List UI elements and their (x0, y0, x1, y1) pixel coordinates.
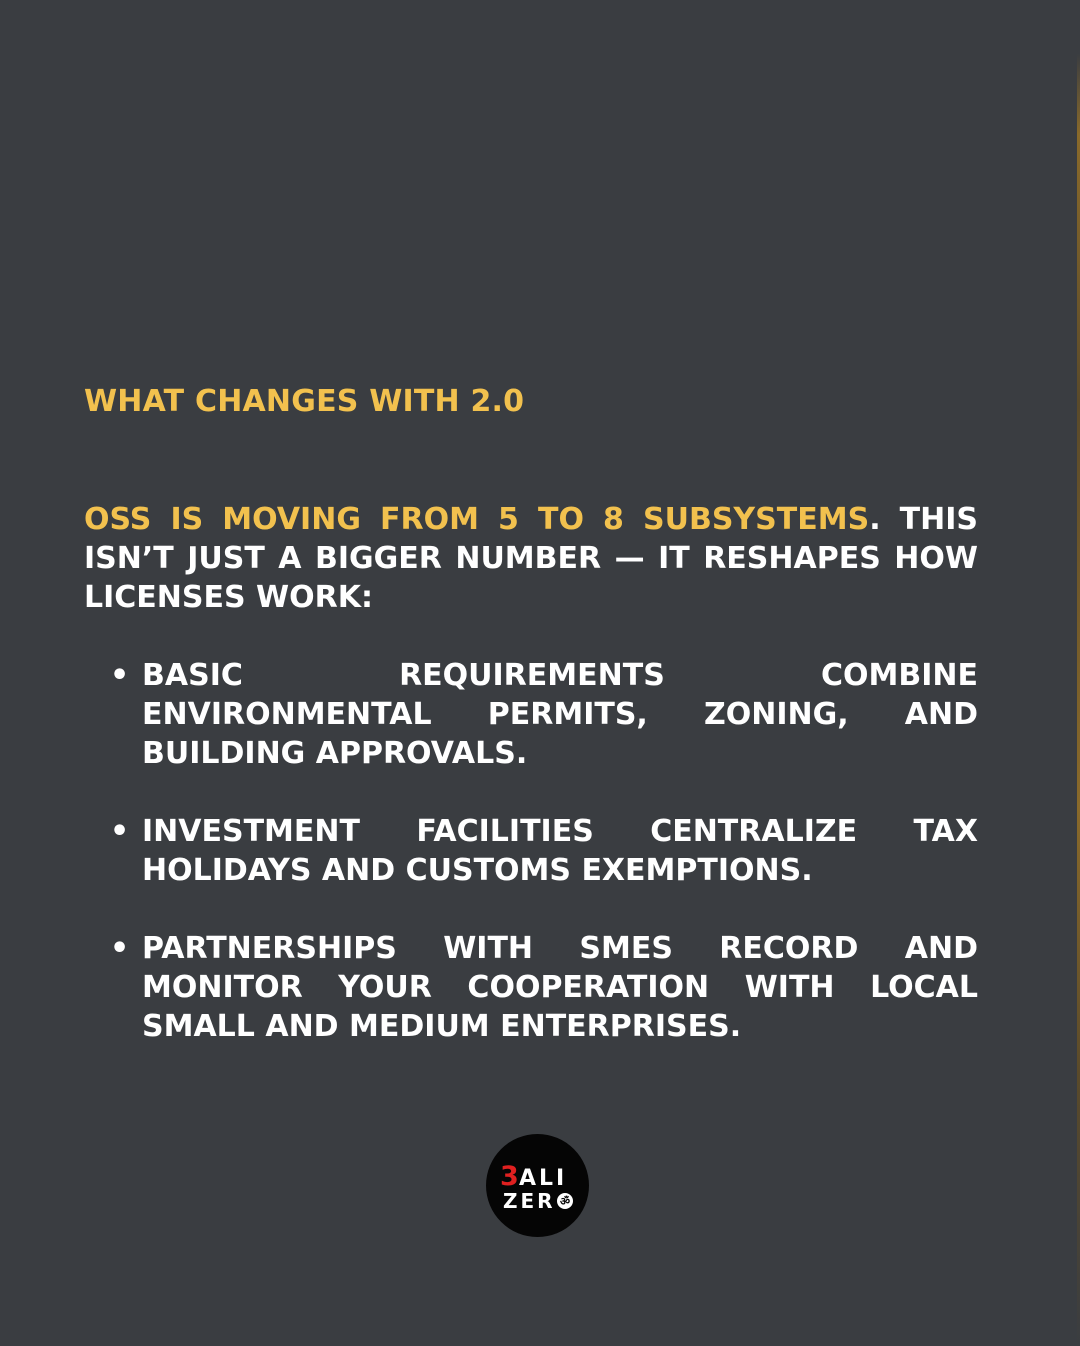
logo-word-bottom: ZER (503, 1189, 556, 1213)
list-item: • BASIC REQUIREMENTS COMBINE ENVIRONMENT… (84, 656, 978, 773)
section-heading: WHAT CHANGES WITH 2.0 (84, 384, 525, 419)
list-item: • INVESTMENT FACILITIES CENTRALIZE TAX H… (84, 812, 978, 890)
logo-word-top: ALI (519, 1166, 567, 1191)
intro-rest: . THIS ISN’T JUST A BIGGER NUMBER — IT R… (84, 502, 978, 615)
logo-accent-letter: 3 (500, 1161, 519, 1192)
bullet-marker: • (110, 658, 130, 693)
bullet-text: PARTNERSHIPS WITH SMES RECORD AND MONITO… (142, 931, 978, 1044)
bali-zero-logo: 3 ALI ZER ॐ (486, 1134, 589, 1237)
logo-mark-icon: 3 ALI ZER ॐ (500, 1161, 573, 1213)
intro-paragraph: OSS IS MOVING FROM 5 TO 8 SUBSYSTEMS. TH… (84, 500, 978, 617)
bullet-list: • BASIC REQUIREMENTS COMBINE ENVIRONMENT… (84, 656, 978, 1085)
bullet-text: BASIC REQUIREMENTS COMBINE ENVIRONMENTAL… (142, 658, 978, 771)
om-symbol-icon: ॐ (560, 1195, 570, 1208)
bullet-text: INVESTMENT FACILITIES CENTRALIZE TAX HOL… (142, 814, 978, 888)
bullet-marker: • (110, 814, 130, 849)
intro-highlight: OSS IS MOVING FROM 5 TO 8 SUBSYSTEMS (84, 502, 870, 537)
bullet-marker: • (110, 931, 130, 966)
list-item: • PARTNERSHIPS WITH SMES RECORD AND MONI… (84, 929, 978, 1046)
logo-om-badge (557, 1193, 573, 1209)
right-edge-accent-line (1077, 0, 1080, 1346)
